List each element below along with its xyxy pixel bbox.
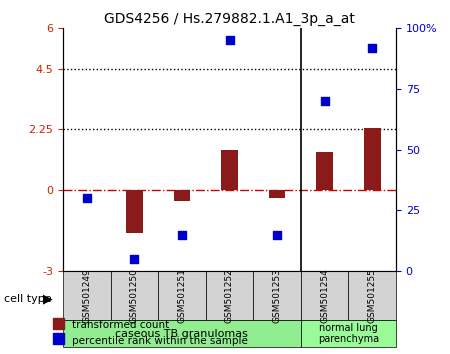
Point <box>178 232 185 238</box>
Point <box>131 256 138 262</box>
Text: GSM501254: GSM501254 <box>320 268 329 323</box>
Point <box>274 232 281 238</box>
FancyBboxPatch shape <box>111 271 158 320</box>
FancyBboxPatch shape <box>158 271 206 320</box>
Legend: transformed count, percentile rank within the sample: transformed count, percentile rank withi… <box>50 317 251 349</box>
Title: GDS4256 / Hs.279882.1.A1_3p_a_at: GDS4256 / Hs.279882.1.A1_3p_a_at <box>104 12 355 26</box>
Point <box>226 38 233 43</box>
Text: GSM501249: GSM501249 <box>82 268 91 323</box>
Text: GSM501255: GSM501255 <box>368 268 377 323</box>
Bar <box>221 150 238 190</box>
FancyBboxPatch shape <box>63 271 111 320</box>
Text: GSM501253: GSM501253 <box>273 268 282 323</box>
FancyBboxPatch shape <box>253 271 301 320</box>
Bar <box>316 152 333 190</box>
Bar <box>126 190 143 233</box>
Text: caseous TB granulomas: caseous TB granulomas <box>116 329 248 339</box>
Text: GSM501251: GSM501251 <box>177 268 186 323</box>
FancyBboxPatch shape <box>301 320 396 347</box>
Point <box>83 195 90 201</box>
FancyBboxPatch shape <box>301 271 348 320</box>
Text: ▶: ▶ <box>43 293 52 306</box>
Bar <box>174 190 190 201</box>
Bar <box>269 190 285 198</box>
FancyBboxPatch shape <box>206 271 253 320</box>
Text: normal lung
parenchyma: normal lung parenchyma <box>318 323 379 344</box>
FancyBboxPatch shape <box>348 271 396 320</box>
Point <box>321 98 328 104</box>
Bar <box>364 128 381 190</box>
Point <box>369 45 376 51</box>
Text: GSM501252: GSM501252 <box>225 268 234 323</box>
Text: GSM501250: GSM501250 <box>130 268 139 323</box>
FancyBboxPatch shape <box>63 320 301 347</box>
Text: cell type: cell type <box>4 294 52 304</box>
